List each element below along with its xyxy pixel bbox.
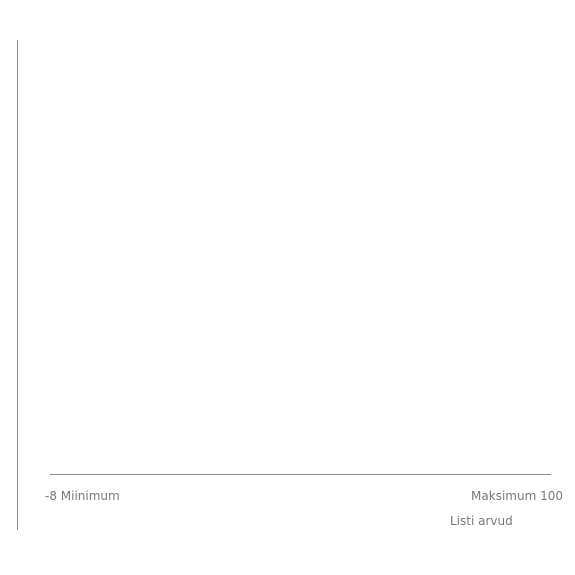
slider-track[interactable]: [50, 474, 551, 475]
left-divider: [17, 40, 18, 530]
slider-caption: Listi arvud: [450, 514, 513, 528]
slider-max-label: Maksimum 100: [471, 489, 563, 503]
slider-min-label: -8 Miinimum: [45, 489, 120, 503]
